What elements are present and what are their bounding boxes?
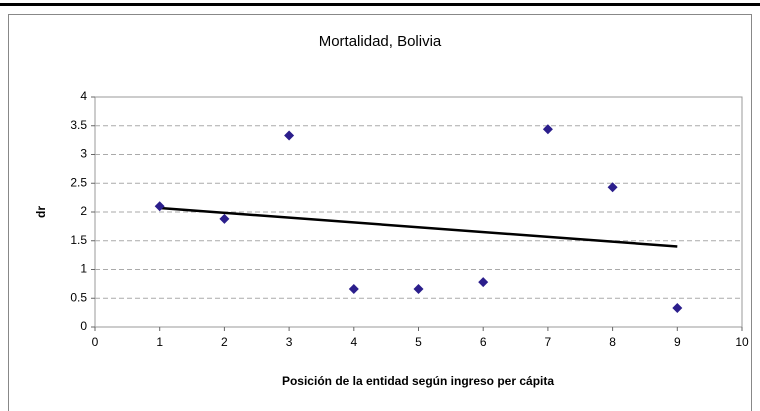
y-tick-label: 1 [80,262,87,276]
point [348,284,359,295]
chart-title: Mortalidad, Bolivia [319,33,442,50]
x-tick-label: 9 [674,335,681,349]
point [413,284,424,295]
y-tick-label: 2 [80,204,87,218]
y-tick-label: 3.5 [70,118,87,132]
y-tick-label: 0.5 [70,290,87,304]
point [607,182,618,193]
y-tick-label: 2.5 [70,175,87,189]
point [154,201,165,212]
top-rule [0,3,760,6]
point [672,303,683,314]
x-tick-label: 8 [609,335,616,349]
x-tick-label: 3 [286,335,293,349]
point [478,277,489,288]
y-axis-title: dr [34,206,48,218]
y-tick-label: 4 [80,89,87,103]
x-tick-label: 4 [350,335,357,349]
x-tick-label: 10 [735,335,749,349]
y-tick-label: 0 [80,319,87,333]
x-tick-label: 1 [156,335,163,349]
x-tick-label: 6 [480,335,487,349]
y-tick-label: 1.5 [70,233,87,247]
x-tick-label: 0 [92,335,99,349]
point [219,213,230,224]
trend-line [159,206,678,248]
x-tick-label: 7 [545,335,552,349]
point [284,130,295,141]
x-tick-label: 2 [221,335,228,349]
x-tick-label: 5 [415,335,422,349]
x-axis-title: Posición de la entidad según ingreso per… [282,374,554,388]
point [542,124,553,135]
y-tick-label: 3 [80,147,87,161]
